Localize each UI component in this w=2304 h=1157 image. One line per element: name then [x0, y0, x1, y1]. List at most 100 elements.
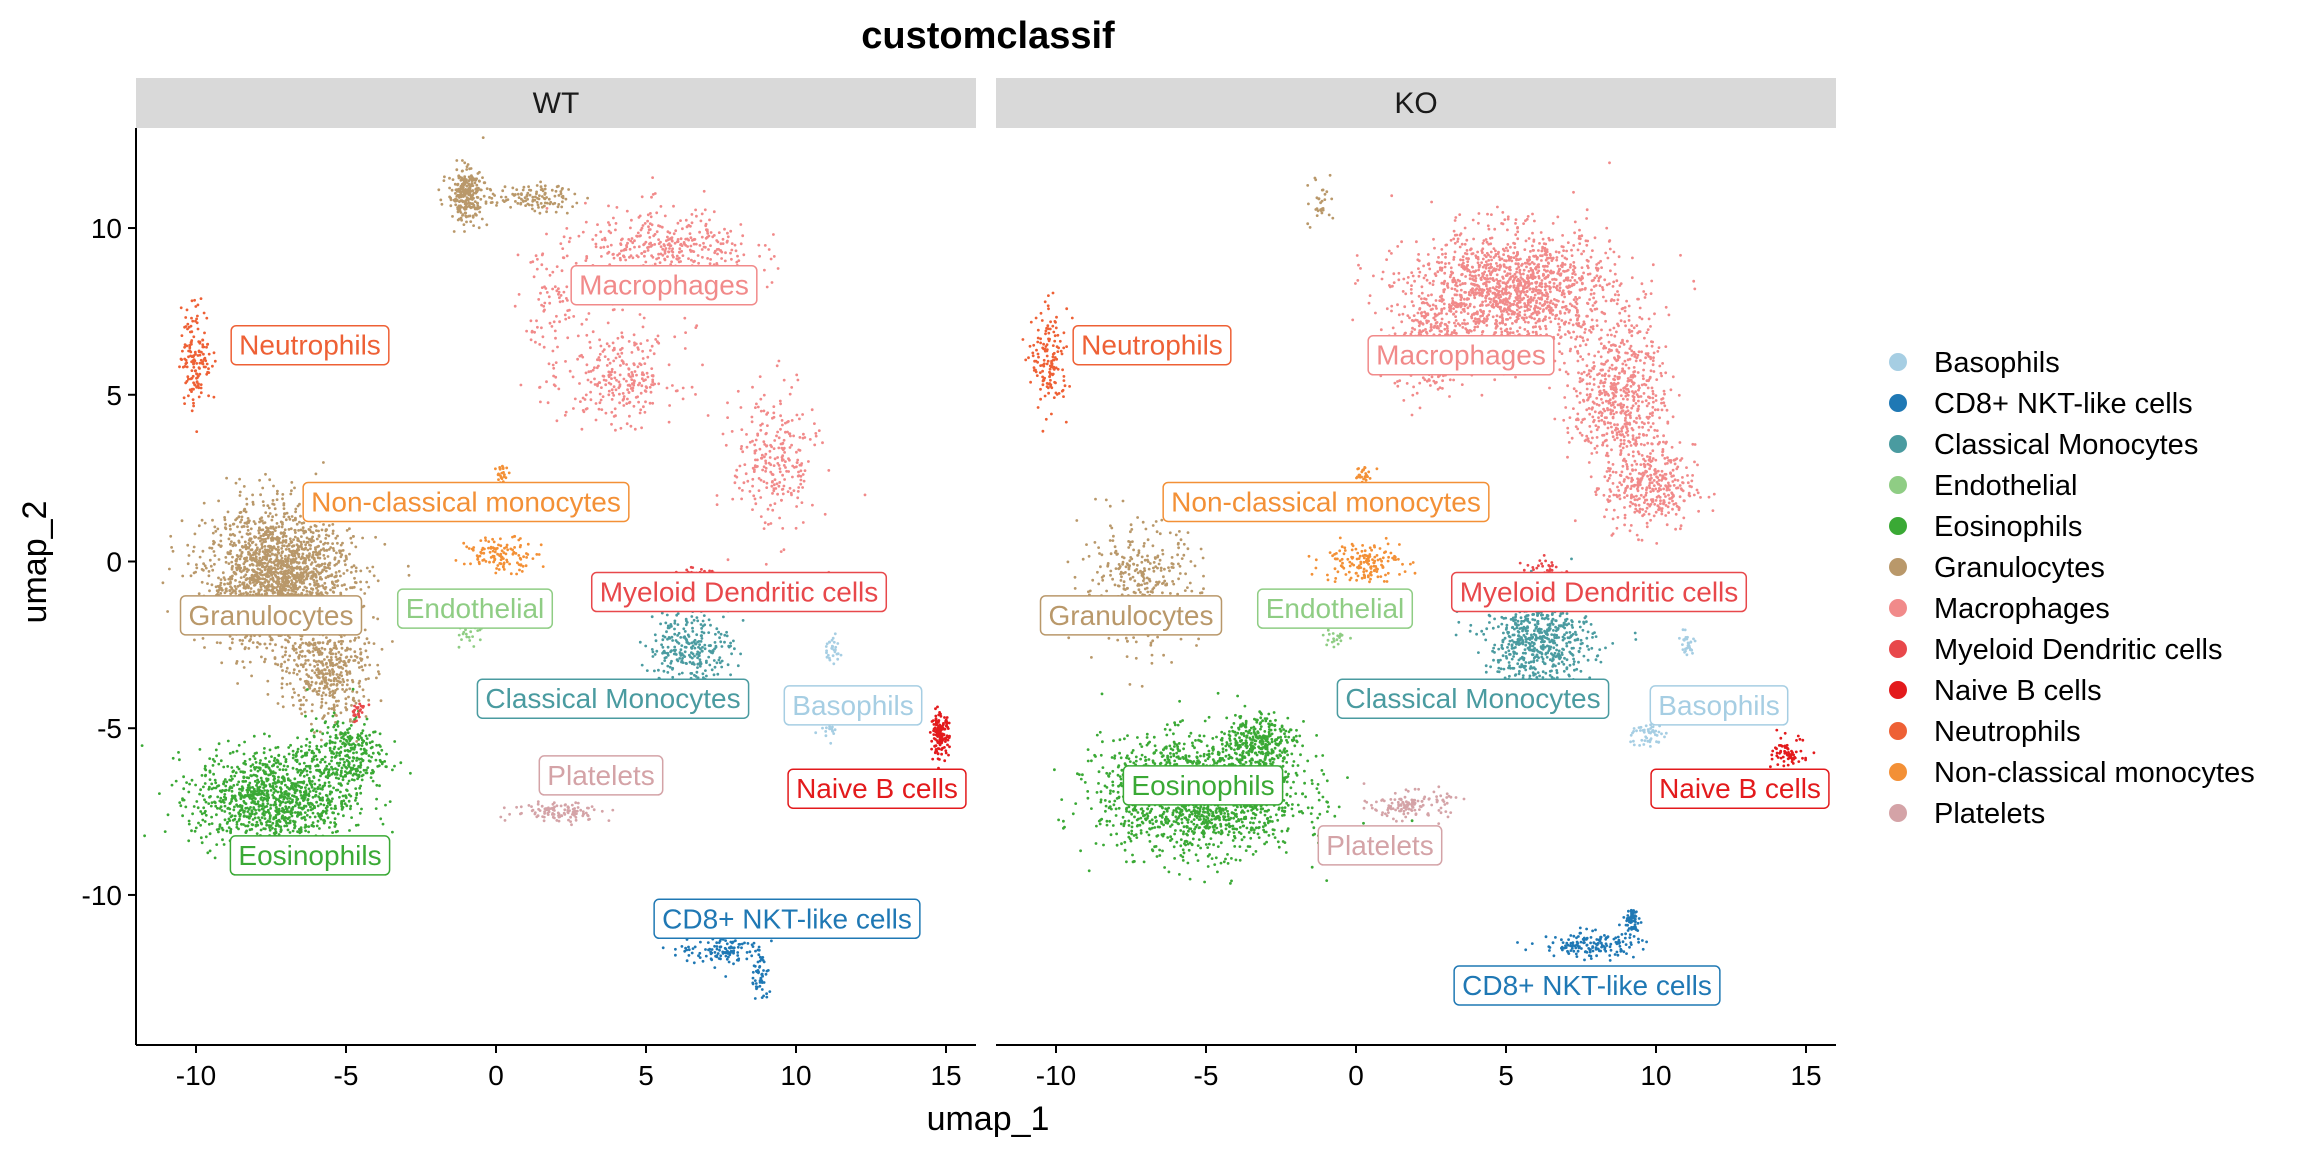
data-point	[264, 553, 267, 557]
data-point	[381, 822, 385, 826]
data-point	[642, 405, 645, 409]
data-point	[768, 456, 772, 459]
data-point	[543, 201, 547, 205]
data-point	[251, 563, 255, 567]
data-point	[618, 401, 621, 405]
data-point	[266, 679, 270, 683]
data-point	[189, 324, 193, 328]
data-point	[177, 751, 180, 754]
data-point	[348, 687, 352, 691]
data-point	[184, 805, 188, 809]
data-point	[763, 244, 767, 247]
data-point	[765, 285, 769, 289]
data-point	[340, 635, 343, 639]
data-point	[239, 592, 243, 596]
data-point	[323, 658, 326, 661]
data-point	[348, 670, 352, 674]
data-point	[302, 540, 306, 544]
data-point	[234, 481, 238, 485]
data-point	[260, 570, 264, 574]
data-point	[561, 200, 564, 204]
data-point	[200, 841, 204, 845]
data-point	[281, 775, 285, 778]
data-point	[264, 537, 267, 541]
data-point	[244, 573, 248, 577]
data-point	[184, 325, 188, 328]
data-point	[483, 181, 487, 185]
data-point	[376, 663, 380, 667]
data-point	[315, 744, 319, 748]
data-point	[304, 659, 308, 662]
data-point	[339, 653, 343, 657]
data-point	[573, 192, 577, 196]
data-point	[565, 211, 569, 215]
data-point	[643, 362, 647, 365]
data-point	[648, 401, 652, 405]
data-point	[231, 564, 234, 568]
data-point	[254, 543, 258, 547]
data-point	[320, 700, 324, 704]
data-point	[467, 175, 471, 179]
data-point	[243, 801, 247, 805]
data-point	[258, 520, 261, 524]
data-point	[190, 339, 194, 342]
data-point	[657, 256, 660, 260]
data-point	[304, 714, 307, 718]
data-point	[380, 647, 384, 651]
data-point	[271, 579, 275, 582]
data-point	[482, 194, 486, 198]
data-point	[282, 534, 286, 538]
data-point	[355, 751, 358, 754]
data-point	[366, 766, 370, 769]
data-point	[256, 562, 260, 565]
data-point	[326, 642, 329, 646]
data-point	[296, 811, 300, 814]
data-point	[344, 774, 347, 778]
data-point	[360, 732, 363, 735]
data-point	[273, 756, 277, 760]
data-point	[299, 650, 302, 654]
data-point	[312, 578, 316, 582]
data-point	[489, 201, 493, 205]
data-point	[463, 175, 467, 179]
data-point	[341, 640, 345, 643]
data-point	[350, 541, 354, 545]
data-point	[325, 684, 328, 688]
data-point	[312, 557, 316, 561]
data-point	[235, 517, 239, 520]
data-point	[208, 832, 212, 836]
data-point	[614, 428, 617, 432]
data-point	[322, 715, 326, 719]
data-point	[480, 217, 484, 221]
data-point	[614, 388, 618, 392]
data-point	[301, 552, 305, 556]
data-point	[599, 246, 603, 250]
data-point	[260, 581, 264, 585]
data-point	[275, 588, 279, 592]
data-point	[268, 478, 272, 482]
data-point	[190, 355, 194, 358]
data-point	[251, 500, 255, 504]
data-point	[531, 207, 534, 211]
data-point	[318, 783, 322, 787]
data-point	[681, 227, 684, 231]
data-point	[704, 236, 708, 240]
data-point	[531, 195, 535, 199]
data-point	[314, 560, 317, 564]
data-point	[772, 233, 775, 236]
data-point	[817, 429, 821, 432]
data-point	[307, 787, 311, 791]
data-point	[296, 830, 299, 834]
data-point	[651, 193, 655, 196]
data-point	[657, 252, 660, 256]
data-point	[344, 697, 348, 701]
data-point	[338, 661, 341, 664]
data-point	[201, 637, 205, 640]
data-point	[292, 583, 295, 587]
data-point	[222, 576, 226, 579]
data-point	[212, 539, 215, 543]
data-point	[307, 675, 311, 678]
data-point	[184, 362, 188, 366]
data-point	[272, 775, 276, 778]
data-point	[211, 364, 214, 368]
